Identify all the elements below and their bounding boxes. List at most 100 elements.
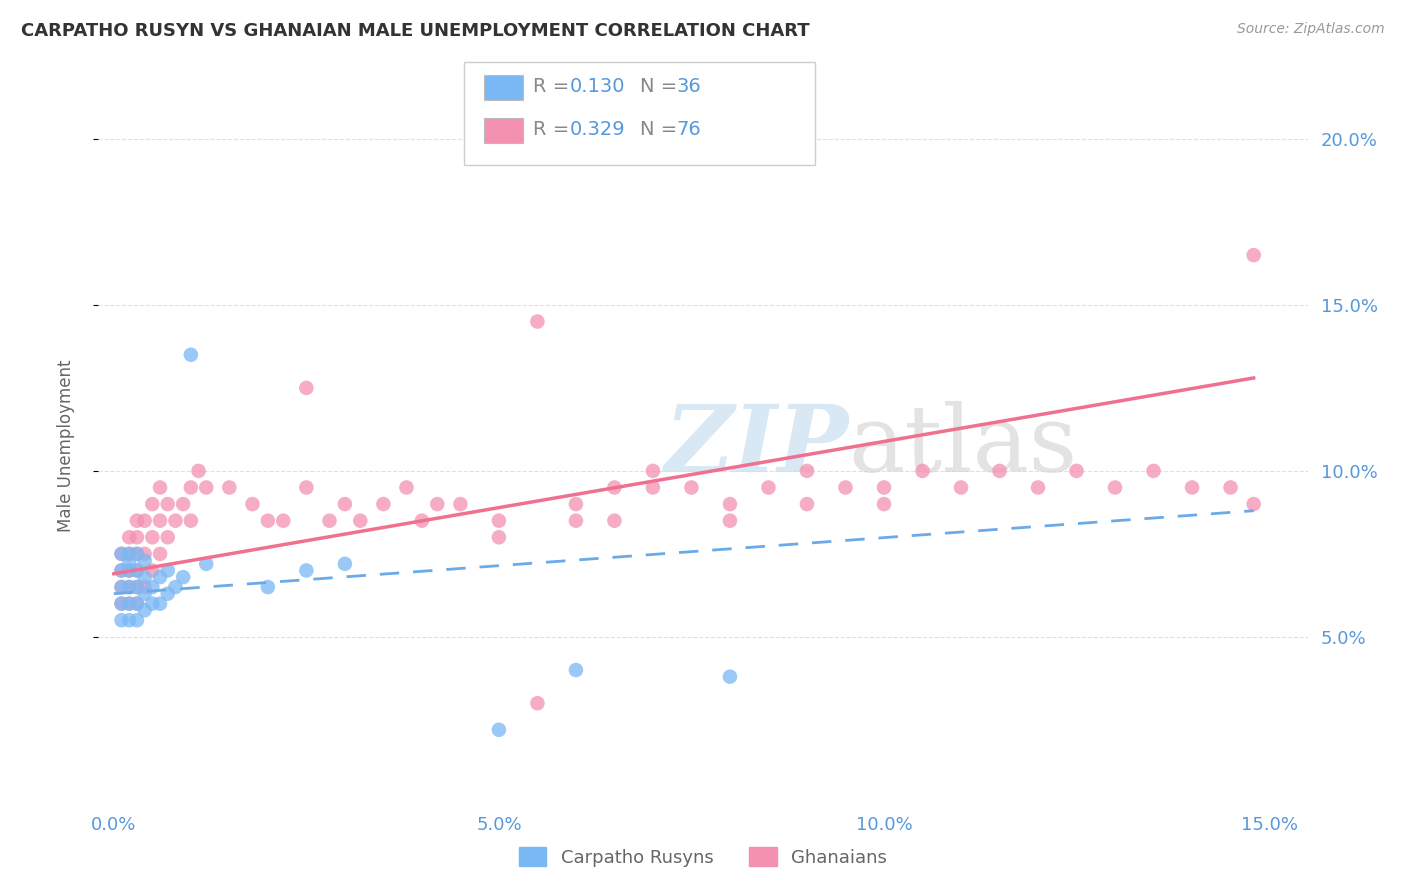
Text: 0.130: 0.130 [569,77,624,96]
Text: R =: R = [533,120,575,139]
Point [149,481,172,495]
Point [125,530,148,544]
Point [149,547,172,561]
Y-axis label: Male Unemployment: Male Unemployment [56,359,75,533]
Point [149,514,172,528]
Point [149,570,172,584]
Text: R =: R = [533,77,575,96]
Point [125,564,148,578]
Point [318,514,340,528]
Point [149,597,172,611]
Point [333,497,356,511]
Point [295,481,318,495]
Point [1104,481,1126,495]
Point [118,530,141,544]
Point [295,381,318,395]
Point [110,580,132,594]
Point [257,580,280,594]
Point [110,613,132,627]
Point [758,481,780,495]
Point [125,580,148,594]
Point [172,497,194,511]
Text: ZIP: ZIP [664,401,848,491]
Point [165,580,187,594]
Point [333,557,356,571]
Point [125,564,148,578]
Point [118,597,141,611]
Point [242,497,264,511]
Point [165,514,187,528]
Point [187,464,209,478]
Point [118,597,141,611]
Point [411,514,433,528]
Text: N =: N = [640,120,683,139]
Point [1066,464,1088,478]
Point [156,564,179,578]
Point [488,530,510,544]
Point [110,580,132,594]
Point [110,564,132,578]
Point [180,514,202,528]
Point [125,597,148,611]
Point [134,580,156,594]
Point [156,530,179,544]
Point [295,564,318,578]
Point [141,580,163,594]
Point [125,547,148,561]
Point [156,497,179,511]
Point [180,481,202,495]
Text: 36: 36 [676,77,702,96]
Text: CARPATHO RUSYN VS GHANAIAN MALE UNEMPLOYMENT CORRELATION CHART: CARPATHO RUSYN VS GHANAIAN MALE UNEMPLOY… [21,22,810,40]
Point [195,557,218,571]
Point [718,514,741,528]
Point [110,547,132,561]
Point [1219,481,1241,495]
Point [565,663,588,677]
Point [118,580,141,594]
Point [641,481,664,495]
Point [911,464,934,478]
Point [141,597,163,611]
Point [125,547,148,561]
Point [488,723,510,737]
Point [565,497,588,511]
Point [718,497,741,511]
Text: N =: N = [640,77,683,96]
Point [141,564,163,578]
Point [110,564,132,578]
Point [118,580,141,594]
Point [125,613,148,627]
Point [156,587,179,601]
Point [349,514,371,528]
Point [110,547,132,561]
Point [988,464,1011,478]
Legend: Carpatho Rusyns, Ghanaians: Carpatho Rusyns, Ghanaians [510,838,896,876]
Point [565,514,588,528]
Point [195,481,218,495]
Point [603,481,626,495]
Point [180,348,202,362]
Point [488,514,510,528]
Point [1181,481,1204,495]
Point [118,547,141,561]
Text: 0.329: 0.329 [569,120,626,139]
Point [218,481,240,495]
Text: atlas: atlas [848,401,1077,491]
Point [141,497,163,511]
Point [118,564,141,578]
Point [125,514,148,528]
Point [110,597,132,611]
Point [1142,464,1164,478]
Point [834,481,856,495]
Point [426,497,449,511]
Point [526,314,548,328]
Point [118,557,141,571]
Point [1243,248,1265,262]
Point [125,597,148,611]
Point [257,514,280,528]
Point [134,547,156,561]
Point [873,497,896,511]
Point [873,481,896,495]
Point [118,613,141,627]
Point [118,564,141,578]
